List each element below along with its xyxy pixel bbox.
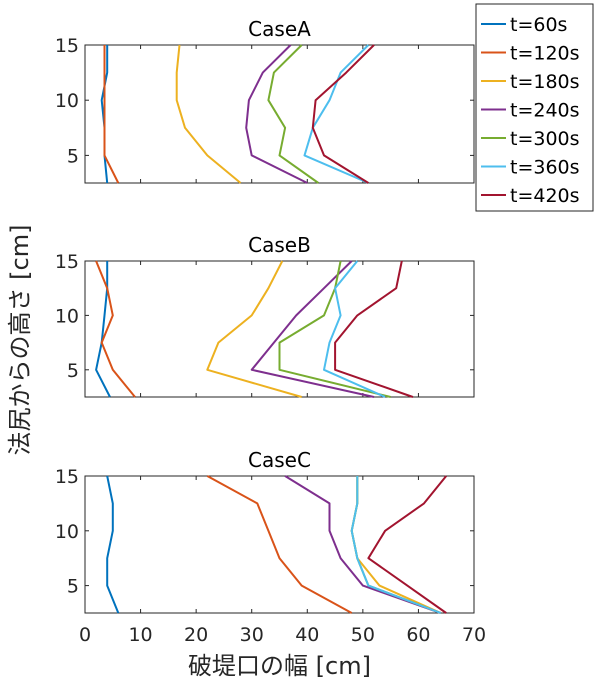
y-tick-label: 10 [55,90,79,112]
y-tick-label: 5 [67,145,79,167]
x-axis-label: 破堤口の幅 [cm] [188,652,371,680]
y-tick-label: 15 [55,251,79,273]
legend-label: t=60s [510,14,567,36]
legend-label: t=120s [510,43,580,65]
legend-box [475,3,594,212]
x-tick-label: 20 [184,624,208,646]
y-tick-label: 10 [55,305,79,327]
panel-CaseC: 5 10 15 CaseC [55,448,475,614]
legend-label: t=180s [510,71,580,93]
series-line-t=420s [311,44,375,184]
y-tick-label: 5 [67,360,79,382]
series-line-t=180s [175,44,242,184]
series-line-t=180s [206,260,302,398]
series-line-t=300s [278,260,391,398]
y-axis-label: 法尻からの高さ [cm] [6,225,34,456]
legend-label: t=420s [510,185,580,207]
panel-title: CaseA [248,17,311,41]
panel-title: CaseB [248,233,311,257]
series-line-t=60s [106,475,120,614]
panel-CaseB: 5 10 15 CaseB [55,233,475,398]
series-line-t=120s [95,260,136,398]
series-line-t=60s [100,45,109,184]
series-line-t=240s [284,475,442,614]
x-tick-label: 40 [295,624,319,646]
panel-CaseA: 5 10 15 CaseA [55,17,475,184]
legend-label: t=240s [510,100,580,122]
y-tick-label: 5 [67,576,79,598]
y-tick-label: 15 [55,466,79,488]
x-tick-label: 50 [351,624,375,646]
x-tick-label: 30 [240,624,264,646]
axes-box [84,475,475,614]
series-line-t=420s [334,260,414,398]
series-line-t=240s [245,44,308,184]
x-tick-label: 10 [128,624,152,646]
series-line-t=60s [95,261,111,398]
series-line-t=360s [323,260,386,398]
series-line-t=120s [103,45,120,184]
series-line-t=300s [267,44,319,184]
series-line-t=120s [206,475,353,614]
x-tick-label: 60 [406,624,430,646]
x-tick-label: 70 [462,624,486,646]
y-tick-label: 10 [55,521,79,543]
x-tick-label: 0 [79,624,91,646]
series-line-t=360s [303,44,370,184]
panel-title: CaseC [248,448,311,472]
y-tick-label: 15 [55,35,79,57]
axes-box [84,260,475,398]
series-line-t=420s [367,475,447,614]
legend-label: t=300s [510,128,580,150]
legend: t=60s t=120s t=180s t=240s t=300s t=360s t=420… [475,3,594,212]
series-line-t=360s [350,476,442,614]
series-line-t=240s [250,260,375,398]
legend-label: t=360s [510,157,580,179]
